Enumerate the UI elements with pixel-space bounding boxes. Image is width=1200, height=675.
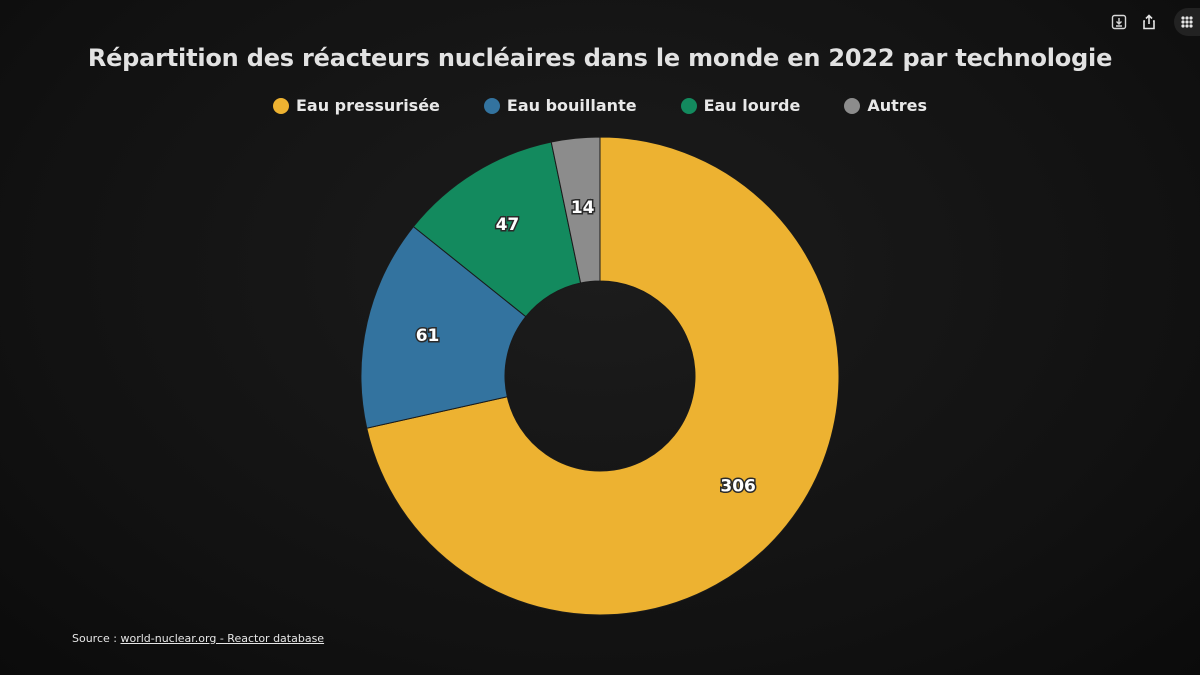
share-button[interactable] xyxy=(1134,8,1164,36)
toolbar xyxy=(1104,8,1200,36)
legend-label-eau-bouillante: Eau bouillante xyxy=(506,96,637,115)
legend-swatch-autres xyxy=(844,97,861,114)
legend-item-eau-lourde[interactable]: Eau lourde xyxy=(680,96,801,115)
slice-autres[interactable] xyxy=(550,136,601,284)
data-label-autres: 14 xyxy=(571,198,595,218)
legend-item-eau-bouillante[interactable]: Eau bouillante xyxy=(483,96,637,115)
chart-legend: Eau pressurisée Eau bouillante Eau lourd… xyxy=(0,96,1200,115)
chart-title: Répartition des réacteurs nucléaires dan… xyxy=(87,44,1113,72)
legend-label-autres: Autres xyxy=(867,96,928,115)
legend-swatch-eau-lourde xyxy=(680,97,697,114)
data-label-eau-bouillante: 61 xyxy=(416,326,440,346)
slice-eau-pressurisee[interactable] xyxy=(366,136,840,616)
source-prefix: Source : xyxy=(72,632,121,645)
source-link[interactable]: world-nuclear.org - Reactor database xyxy=(120,632,325,645)
legend-label-eau-pressurisee: Eau pressurisée xyxy=(295,96,440,115)
legend-label-eau-lourde: Eau lourde xyxy=(703,96,801,115)
legend-swatch-eau-pressurisee xyxy=(272,97,289,114)
legend-item-autres[interactable]: Autres xyxy=(844,96,927,115)
legend-item-eau-pressurisee[interactable]: Eau pressurisée xyxy=(272,96,440,115)
download-icon xyxy=(1111,14,1127,30)
apps-menu-icon xyxy=(1181,16,1193,28)
slice-eau-bouillante[interactable] xyxy=(360,225,527,429)
data-label-eau-pressurisee: 306 xyxy=(720,477,756,497)
download-button[interactable] xyxy=(1104,8,1134,36)
source-note: Source : world-nuclear.org - Reactor dat… xyxy=(72,632,324,645)
share-icon xyxy=(1143,14,1155,30)
data-label-eau-lourde: 47 xyxy=(496,215,520,235)
apps-menu-button[interactable] xyxy=(1174,8,1200,36)
legend-swatch-eau-bouillante xyxy=(483,97,500,114)
